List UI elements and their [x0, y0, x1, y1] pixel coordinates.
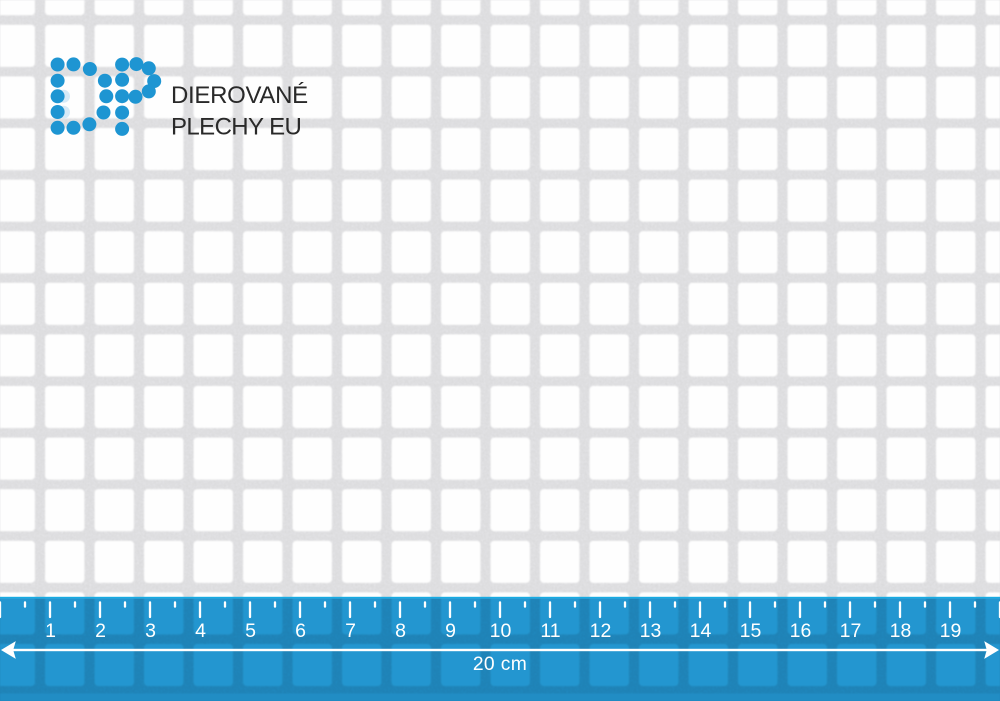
svg-text:14: 14	[690, 620, 712, 642]
svg-text:15: 15	[740, 620, 762, 642]
svg-text:19: 19	[940, 620, 962, 642]
svg-text:4: 4	[195, 620, 206, 642]
svg-text:1: 1	[45, 620, 56, 642]
svg-text:2: 2	[95, 620, 106, 642]
svg-text:17: 17	[840, 620, 862, 642]
svg-text:10: 10	[490, 620, 512, 642]
svg-text:12: 12	[590, 620, 612, 642]
svg-text:9: 9	[445, 620, 456, 642]
svg-text:DIEROVANÉ: DIEROVANÉ	[171, 82, 308, 109]
svg-text:13: 13	[640, 620, 662, 642]
svg-text:7: 7	[345, 620, 356, 642]
svg-text:5: 5	[245, 620, 256, 642]
svg-text:18: 18	[890, 620, 912, 642]
svg-text:16: 16	[790, 620, 812, 642]
svg-text:8: 8	[395, 620, 406, 642]
svg-text:11: 11	[540, 620, 560, 642]
svg-text:PLECHY EU: PLECHY EU	[171, 113, 301, 140]
svg-text:6: 6	[295, 620, 306, 642]
svg-text:3: 3	[145, 620, 156, 642]
svg-text:20 cm: 20 cm	[473, 654, 527, 675]
